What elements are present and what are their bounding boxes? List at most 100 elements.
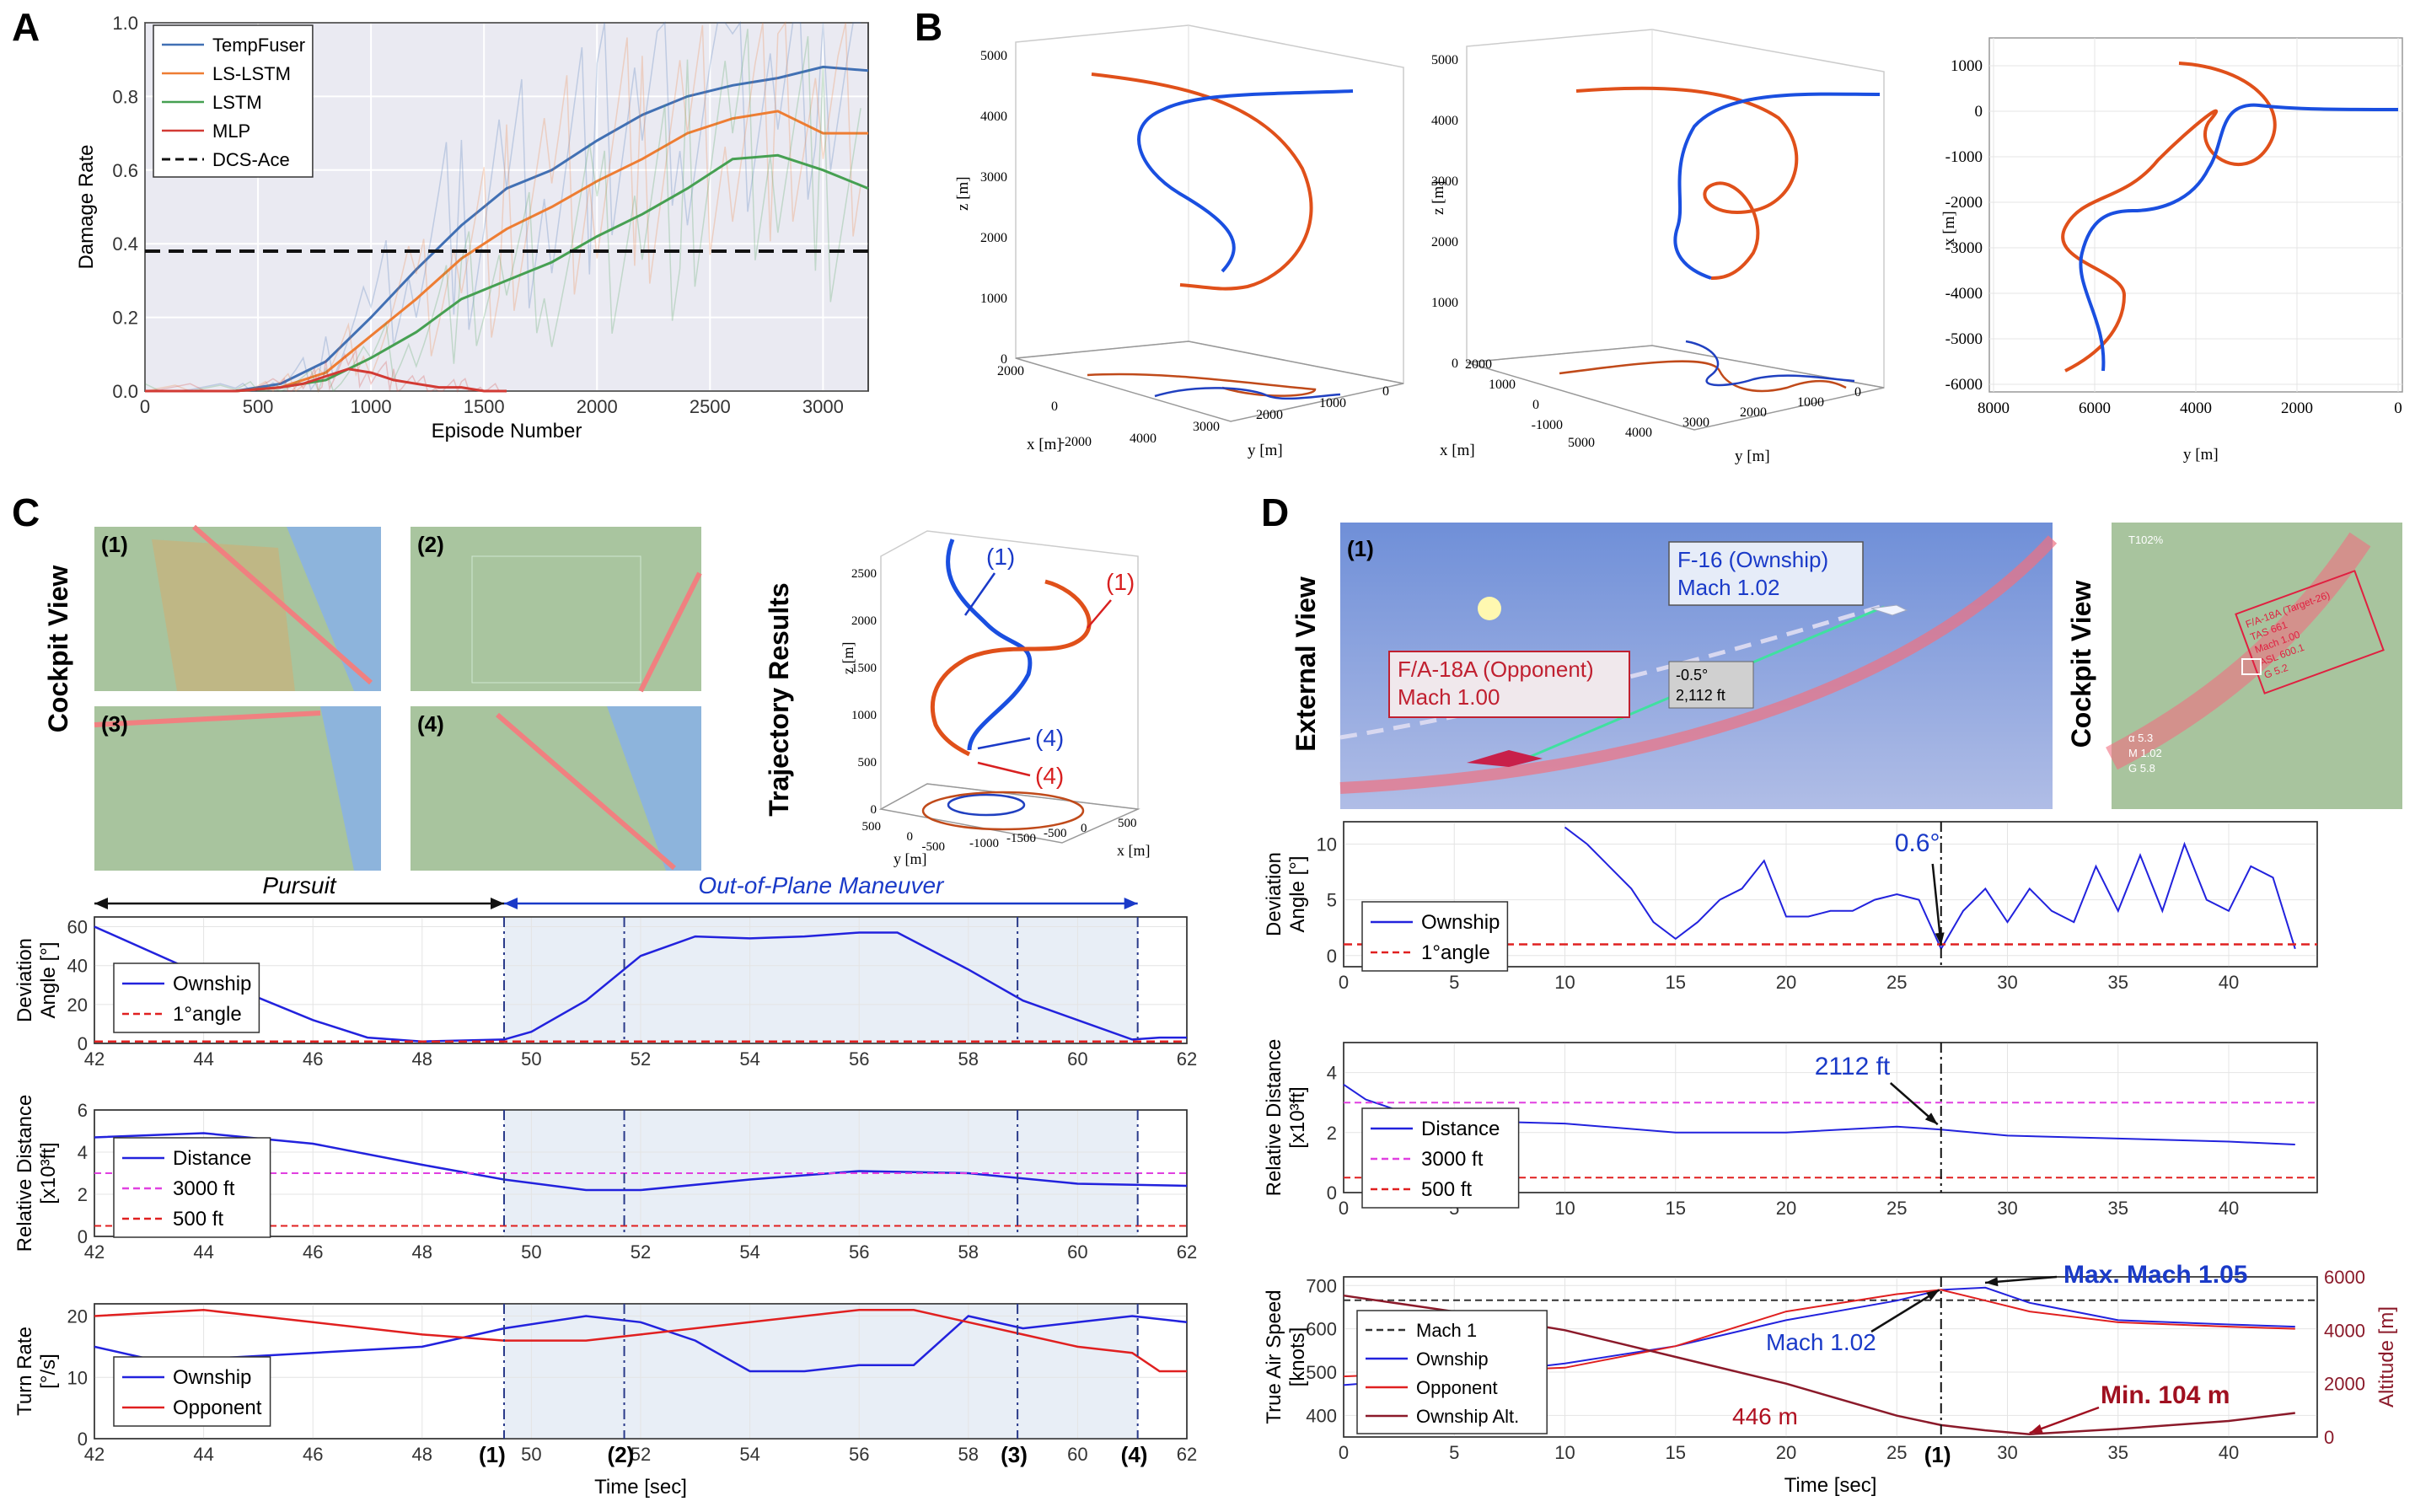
annotation-arrow-mach-head [1926,1289,1940,1300]
chart-d3: 0 5 10 15 20 25 30 35 40 400 500 600 700 True Air Spe… [1263,1261,2398,1497]
x-tick-label: 30 [1997,972,2017,993]
oop-arrow-head-right [1124,898,1138,909]
series-line-tempfuser [145,65,869,393]
b1-y-tick: 4000 [1130,432,1157,446]
b3-y-tick: 0 [1975,103,1983,121]
x-tick-label: 15 [1666,972,1686,993]
c-view-1-terrain [152,539,295,691]
y2-tick-label: 6000 [2324,1267,2365,1288]
x-tick-label: 25 [1886,1442,1907,1463]
y-tick-label: 4 [78,1142,88,1163]
y-tick-label: 10 [67,1367,88,1388]
x-tick-label: 52 [631,1048,651,1070]
b3-x-label: x [m] [1940,211,1958,246]
legend-label: Ownship [173,973,251,995]
x-tick-label: 60 [1067,1241,1087,1263]
annotation-arrow [1931,863,1942,946]
b2-orange-traj [1575,86,1799,280]
c-traj-z-tick: 2000 [851,614,877,628]
y-tick-label: 400 [1306,1405,1337,1426]
b2-z-tick: 2000 [1431,235,1458,249]
c-traj-z-tick: 1500 [851,662,877,675]
x-tick-label: 44 [193,1241,213,1263]
c-view-2-path [638,571,702,693]
b2-floor-blue [1685,340,1855,387]
x-tick-label: 62 [1177,1241,1197,1263]
d-dist-line2: 2,112 ft [1676,687,1725,704]
x-tick-label: 30 [1997,1442,2017,1463]
panel-label-c: C [12,491,40,534]
legend-label: 3000 ft [173,1177,235,1200]
legend-label: MLP [212,121,250,142]
c-traj-x-tick: 0 [1081,822,1087,835]
x-tick-label: 48 [412,1444,432,1465]
c-traj-x-label: x [m] [1117,842,1151,859]
legend-label: Distance [173,1147,251,1170]
x-axis-label: Time [sec] [594,1476,687,1499]
y-tick-label: 2 [1327,1123,1337,1144]
b1-z-tick: 2000 [980,231,1007,245]
x-tick-label: 3000 [802,396,844,417]
x-tick-label: 60 [1067,1444,1087,1465]
x-tick-label: 54 [739,1241,759,1263]
series-line-distance [94,1132,1188,1192]
pursuit-arrow-head-right [491,898,504,909]
b2-z-tick: 3000 [1431,174,1458,189]
x-tick-label: 40 [2219,1442,2239,1463]
x-tick-label: 0 [1339,1442,1349,1463]
legend-label: 500 ft [173,1208,223,1231]
x-tick-label: 58 [958,1241,979,1263]
x-tick-label: 10 [1554,1198,1575,1219]
event-label: (4) [1121,1442,1148,1467]
d-cockpit-title: Cockpit View [2066,581,2096,748]
annotation-min-alt: Min. 104 m [2101,1381,2230,1409]
c-traj-arrow-b1 [963,572,996,616]
y-axis-label: Angle [°] [1286,856,1309,933]
b3-y-tick: -5000 [1945,330,1983,348]
annotation-446m: 446 m [1732,1403,1798,1429]
c-traj-floor-orange [921,791,1085,831]
x-tick-label: 20 [1776,1442,1796,1463]
d-hud-left-line: α 5.3 [2128,732,2153,744]
b-plan-view: x [m] y [m] 8000 6000 4000 2000 0 1000 0 -1000 -… [1940,37,2403,464]
x-tick-label: 2500 [690,396,731,417]
x-tick-label: 2000 [577,396,618,417]
y-tick-label: 20 [67,1306,88,1327]
x-tick-label: 56 [849,1444,869,1465]
y-tick-label: 0 [78,1033,88,1054]
c-traj-label-b1: (1) [986,544,1015,570]
c-traj-arrow-r1 [1087,599,1112,629]
b1-floor-orange [1087,373,1317,397]
b1-x-tick: 2000 [997,364,1024,378]
b2-z-tick: 1000 [1431,296,1458,310]
chart-c1: 42 44 46 48 50 52 54 56 58 60 62 0 20 40 60 Deviation An… [13,916,1197,1070]
y-tick-label: 0.4 [112,233,138,255]
y-tick-label: 20 [67,995,88,1016]
legend-label: 500 ft [1421,1178,1472,1201]
c-traj-label-b4: (4) [1035,725,1064,751]
y-tick-label: 10 [1317,834,1337,855]
x-tick-label: 25 [1886,972,1907,993]
chart-c3: 42 44 46 48 50 52 54 56 58 60 62 0 10 20 Turn Rate [°/s… [13,1303,1197,1499]
x-tick-label: 20 [1776,1198,1796,1219]
b-3d-plot-1: z [m] x [m] y [m] 0 1000 2000 3000 4000 5000 2… [954,24,1404,459]
x-tick-label: 50 [521,1444,541,1465]
x-tick-label: 5 [1449,1442,1459,1463]
c-traj-z-tick: 1000 [851,709,877,722]
d-sun [1478,597,1501,620]
b1-x-label: x [m] [1027,436,1062,453]
annotation-max-mach: Max. Mach 1.05 [2063,1261,2247,1289]
panel-label-a: A [12,5,40,49]
b3-x-tick: 8000 [1978,399,2010,417]
x-tick-label: 40 [2219,1198,2239,1219]
x-tick-label: 52 [631,1444,651,1465]
x-tick-label: 62 [1177,1444,1197,1465]
b3-x-tick: 2000 [2281,399,2313,417]
y-tick-label: 600 [1306,1319,1337,1340]
b3-y-tick: 1000 [1951,57,1983,75]
y2-tick-label: 4000 [2324,1320,2365,1341]
y-tick-label: 0 [1327,1182,1337,1204]
panel-c-cockpit: Cockpit View (1) (2) (3) (4) [43,524,702,871]
x-axis-label: Time [sec] [1784,1474,1877,1497]
